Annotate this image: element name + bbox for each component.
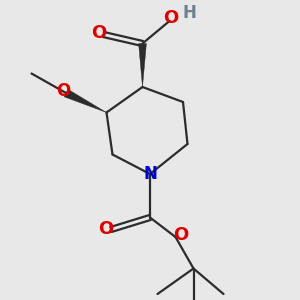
Polygon shape — [139, 44, 146, 87]
Text: O: O — [173, 226, 188, 244]
Text: O: O — [92, 24, 106, 42]
Text: O: O — [98, 220, 113, 238]
Polygon shape — [64, 89, 106, 112]
Text: O: O — [164, 9, 178, 27]
Text: O: O — [56, 82, 71, 100]
Text: N: N — [143, 165, 157, 183]
Text: H: H — [182, 4, 196, 22]
